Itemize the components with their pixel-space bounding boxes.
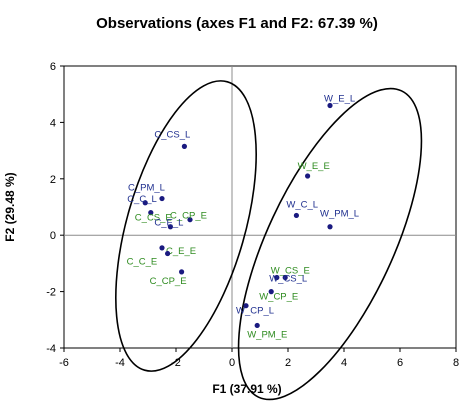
data-point	[305, 173, 311, 179]
point-label: W_C_L	[286, 199, 318, 210]
data-point	[148, 210, 154, 216]
point-label: C_E_E	[166, 246, 196, 257]
point-label: C_CP_E	[150, 276, 187, 287]
x-tick-label: 4	[341, 357, 347, 369]
data-point	[179, 269, 185, 275]
data-point	[327, 102, 333, 109]
point-label: C_C_E	[127, 257, 158, 268]
point-label: W_E_E	[298, 161, 330, 172]
data-point	[165, 250, 171, 257]
point-label: W_PM_E	[247, 329, 287, 340]
point-label: C_CS_E	[135, 213, 172, 224]
x-tick-label: -6	[59, 357, 69, 369]
point-label: W_CP_L	[236, 306, 274, 317]
y-tick-label: 4	[50, 117, 56, 129]
x-tick-label: -2	[171, 357, 181, 369]
x-tick-label: -4	[115, 357, 125, 369]
data-point	[327, 224, 333, 230]
y-tick-label: 0	[50, 230, 56, 242]
data-point	[142, 200, 148, 206]
y-tick-label: -4	[46, 343, 56, 355]
point-label: W_E_L	[324, 93, 355, 104]
point-label: C_CP_E	[170, 211, 207, 222]
x-tick-label: 0	[229, 357, 235, 369]
point-label: C_CS_L	[154, 129, 190, 140]
point-label: C_E_L	[154, 218, 183, 229]
x-tick-label: 6	[397, 357, 403, 369]
y-axis-label: F2 (29.48 %)	[3, 172, 17, 241]
y-tick-label: 2	[50, 174, 56, 186]
cluster-ellipse-w	[237, 87, 423, 401]
y-tick-label: -2	[46, 287, 56, 299]
point-label: W_PM_L	[320, 209, 359, 220]
data-point	[167, 224, 173, 230]
data-point	[254, 322, 260, 329]
point-label: C_PM_L	[128, 183, 165, 194]
point-label: W_CP_E	[259, 292, 298, 303]
data-point	[282, 274, 288, 281]
plot-area: -6 -4 -2 0 2 4 6 8-4-20246W_E_LW_E_EW_C_LW_PM_L…	[46, 61, 459, 401]
y-tick-label: 6	[50, 61, 56, 73]
chart-title: Observations (axes F1 and F2: 67.39 %)	[96, 15, 378, 32]
data-point	[187, 217, 193, 223]
x-axis-label: F1 (37.91 %)	[212, 382, 281, 396]
point-label: C_C_L	[127, 194, 157, 205]
data-point	[159, 245, 165, 251]
data-point	[243, 303, 249, 309]
data-point	[293, 212, 299, 219]
point-label: W_CS_L	[269, 274, 307, 285]
data-point	[181, 143, 187, 149]
x-tick-label: 2	[285, 357, 291, 369]
data-point	[268, 289, 274, 295]
data-point	[274, 274, 280, 281]
data-point	[159, 195, 165, 202]
x-tick-label: 8	[453, 357, 459, 369]
point-label: W_CS_E	[271, 266, 310, 277]
plot-frame	[63, 65, 457, 349]
